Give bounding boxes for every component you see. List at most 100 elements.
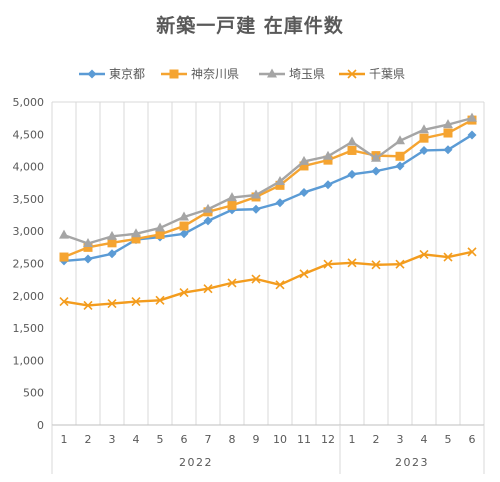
- legend-item: 東京都: [79, 67, 145, 81]
- data-point: [83, 254, 93, 264]
- data-point: [347, 136, 357, 146]
- data-point: [251, 189, 261, 199]
- data-point-stroke: [323, 259, 333, 269]
- series-line: [63, 116, 473, 245]
- data-point: [299, 155, 309, 165]
- data-point: [179, 229, 189, 239]
- data-point: [467, 130, 477, 140]
- data-point: [169, 69, 179, 79]
- data-point: [275, 198, 285, 208]
- data-point-stroke: [83, 300, 93, 311]
- data-point-stroke: [371, 260, 381, 270]
- x-tick-label: 2: [85, 433, 92, 446]
- legend-label: 千葉県: [369, 67, 405, 81]
- data-point: [203, 284, 213, 294]
- data-point: [395, 259, 405, 269]
- x-tick-label: 11: [297, 433, 311, 446]
- y-tick-label: 500: [23, 387, 44, 400]
- x-tick-label: 10: [273, 433, 287, 446]
- x-tick-label: 3: [109, 433, 116, 446]
- data-point: [299, 161, 309, 171]
- data-point: [131, 297, 141, 307]
- data-point: [467, 112, 477, 122]
- data-point-stroke: [155, 295, 165, 305]
- year-group-label: 2022: [179, 456, 213, 469]
- y-tick-label: 3,500: [13, 193, 45, 206]
- data-point: [203, 203, 213, 213]
- data-point: [83, 237, 93, 247]
- data-point: [323, 180, 333, 190]
- data-point-stroke: [131, 297, 141, 307]
- data-point: [323, 150, 333, 160]
- series-layer: [59, 112, 477, 311]
- data-point: [83, 300, 93, 311]
- y-tick-label: 3,000: [13, 225, 45, 238]
- data-point: [107, 238, 117, 248]
- y-tick-label: 1,500: [13, 322, 45, 335]
- data-point: [323, 259, 333, 269]
- data-point: [155, 229, 165, 239]
- data-point-stroke: [347, 69, 357, 79]
- legend-label: 神奈川県: [191, 67, 239, 81]
- legend-item: 神奈川県: [161, 67, 239, 81]
- data-point: [107, 230, 117, 240]
- x-tick-label: 7: [205, 433, 212, 446]
- data-point: [59, 252, 69, 262]
- data-point-stroke: [203, 284, 213, 294]
- data-point: [371, 260, 381, 270]
- data-point: [131, 234, 141, 244]
- y-tick-label: 5,000: [13, 96, 45, 109]
- x-tick-label: 6: [181, 433, 188, 446]
- y-axis: 0 500 1,000 1,500 2,000 2,500 3,000 3,500 4,000 4…: [13, 96, 45, 432]
- data-point: [179, 211, 189, 221]
- data-point: [419, 124, 429, 134]
- data-point-stroke: [251, 274, 261, 284]
- data-point: [275, 180, 285, 190]
- data-point: [83, 242, 93, 252]
- series-3: [59, 112, 477, 247]
- y-tick-label: 0: [37, 419, 44, 432]
- data-point: [155, 222, 165, 232]
- data-point: [443, 252, 453, 262]
- legend-label: 埼玉県: [289, 67, 325, 81]
- data-point: [227, 278, 237, 288]
- data-point: [323, 155, 333, 165]
- data-point: [155, 295, 165, 305]
- data-point-stroke: [419, 249, 429, 260]
- data-point: [347, 169, 357, 179]
- data-point: [371, 152, 381, 162]
- series-4: [59, 247, 477, 311]
- data-point: [467, 247, 477, 257]
- data-point: [395, 151, 405, 161]
- x-tick-label: 4: [421, 433, 428, 446]
- year-group-label: 2023: [395, 456, 429, 469]
- chart-title: 新築一戸建 在庫件数: [156, 14, 344, 37]
- data-point: [203, 216, 213, 226]
- data-point: [59, 297, 69, 307]
- y-tick-label: 2,500: [13, 258, 45, 271]
- data-point: [419, 145, 429, 155]
- data-point: [227, 200, 237, 210]
- data-point-stroke: [275, 280, 285, 290]
- data-point: [419, 249, 429, 260]
- x-tick-label: 1: [61, 433, 68, 446]
- data-point: [395, 135, 405, 145]
- data-point: [107, 298, 117, 309]
- data-point: [443, 128, 453, 138]
- data-point: [179, 221, 189, 231]
- data-point: [371, 166, 381, 176]
- y-tick-label: 1,000: [13, 354, 45, 367]
- grid: [51, 101, 485, 426]
- x-tick-label: 4: [133, 433, 140, 446]
- x-tick-label: 12: [321, 433, 335, 446]
- x-tick-label: 8: [229, 433, 236, 446]
- data-point: [275, 175, 285, 185]
- data-point-stroke: [227, 278, 237, 288]
- data-point: [347, 145, 357, 155]
- data-point: [419, 133, 429, 143]
- x-tick-label: 3: [397, 433, 404, 446]
- legend: 東京都 神奈川県 埼玉県 千葉県: [79, 67, 405, 81]
